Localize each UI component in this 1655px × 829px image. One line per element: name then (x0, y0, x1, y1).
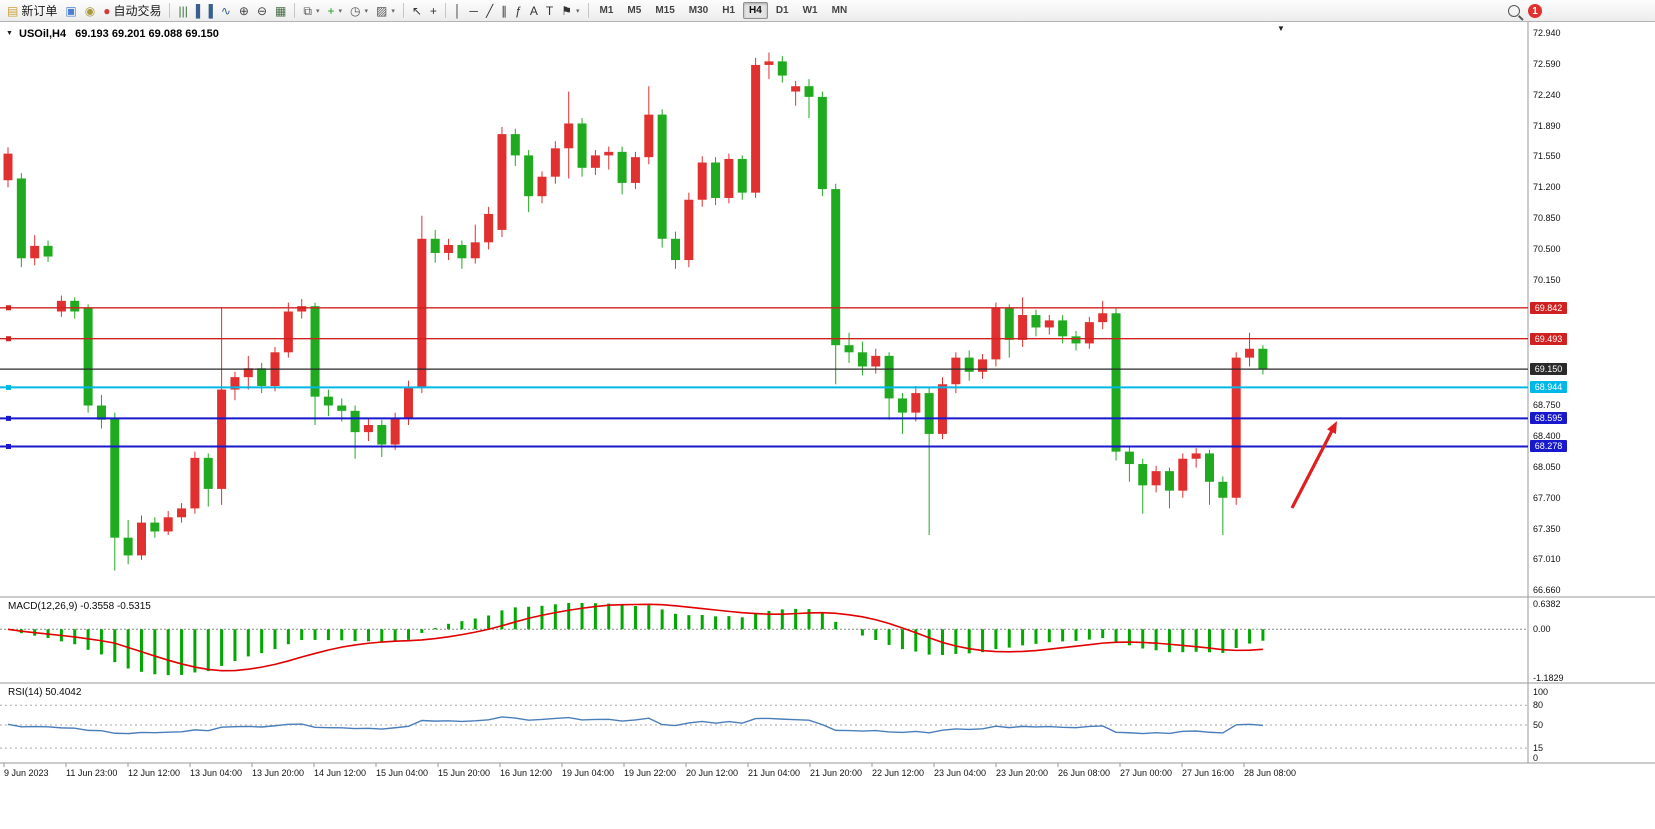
crosshair-tool-button[interactable]: + (426, 2, 441, 20)
trendline-tool-button[interactable]: ╱ (482, 2, 497, 20)
arrows-tool-button[interactable]: ⚑ ▾ (557, 2, 583, 20)
new-order-button-label: 新订单 (21, 4, 58, 18)
panel-frame (0, 22, 1655, 764)
toolbar-separator (294, 3, 296, 18)
autotrade-button[interactable]: ● 自动交易 (99, 2, 165, 20)
horizontal-line-tool-button[interactable]: ─ (465, 2, 482, 20)
timeframe-m1-button[interactable]: M1 (599, 5, 614, 16)
channel-tool-button[interactable]: ∥ (497, 2, 511, 20)
line-chart-type-button[interactable]: ∿ (217, 2, 235, 20)
macd-indicator-label: MACD(12,26,9) -0.3558 -0.5315 (8, 601, 151, 612)
trend-arrow-annotation[interactable] (1290, 421, 1337, 509)
chart-end-marker-icon[interactable]: ▼ (1277, 24, 1285, 33)
fibonacci-tool-button[interactable]: ƒ (511, 2, 526, 20)
horizontal-line-icon: ─ (469, 3, 478, 18)
timeframe-m5-button[interactable]: M5 (627, 5, 642, 16)
chart-symbol-marker-icon: ▼ (6, 30, 13, 37)
tile-windows-button[interactable]: ⧉ ▾ (299, 2, 323, 20)
line-chart-icon: ∿ (220, 3, 231, 18)
vertical-line-tool-button[interactable]: │ (450, 2, 466, 20)
candlestick-chart-type-button[interactable]: ▌▐ (192, 2, 217, 20)
toolbar: ▤ 新订单 ▣ ◉ ● 自动交易 ||| ▌▐ ∿ ⊕ ⊖ ▦ ⧉ ▾ + ▾ ◷ ▾ ▨ ▾ ↖ + │ ─ ╱ ∥ ƒ A T ⚑ ▾ M… (0, 0, 1655, 22)
macd-panel (0, 603, 1528, 676)
candles-layer (3, 52, 1268, 571)
chevron-down-icon: ▾ (391, 7, 395, 15)
price-lines-layer[interactable] (0, 305, 1528, 449)
timeframe-mn-button[interactable]: MN (831, 5, 848, 16)
trendline-icon: ╱ (485, 3, 494, 18)
community-icon: ◉ (84, 3, 96, 18)
label-tool-button[interactable]: T (542, 2, 557, 20)
grid-icon: ▦ (275, 3, 287, 18)
toolbar-separator (444, 3, 446, 18)
cursor-arrow-icon: ↖ (411, 3, 422, 18)
channel-icon: ∥ (501, 3, 508, 18)
toolbar-separator (169, 3, 171, 18)
bar-chart-type-button[interactable]: ||| (174, 2, 191, 20)
tile-windows-icon: ⧉ (303, 3, 312, 18)
timeframe-h1-button[interactable]: H1 (722, 5, 736, 16)
symbol-timeframe-label: USOil,H4 (19, 28, 67, 40)
toolbar-separator (587, 3, 589, 18)
chevron-down-icon: ▾ (315, 7, 320, 15)
market-watch-button[interactable]: ▣ (61, 2, 80, 20)
rsi-indicator-label: RSI(14) 50.4042 (8, 687, 82, 698)
timeframe-m30-button[interactable]: M30 (688, 5, 709, 16)
zoom-out-icon: ⊖ (256, 3, 268, 18)
flag-icon: ⚑ (561, 3, 572, 18)
text-icon: A (529, 3, 538, 18)
chevron-down-icon: ▾ (338, 7, 342, 15)
period-button[interactable]: ◷ ▾ (346, 2, 372, 20)
plus-icon: + (327, 3, 335, 18)
ohlc-values: 69.193 69.201 69.088 69.150 (75, 28, 219, 40)
toolbar-separator (402, 3, 404, 18)
timeframe-w1-button[interactable]: W1 (802, 5, 818, 16)
autotrade-button-label: 自动交易 (113, 4, 162, 18)
autotrade-icon: ● (103, 3, 111, 18)
candlestick-icon: ▌▐ (195, 3, 213, 18)
clock-icon: ◷ (349, 3, 361, 18)
text-tool-button[interactable]: A (526, 2, 542, 20)
rsi-panel (0, 704, 1528, 749)
time-axis (3, 763, 1245, 767)
community-button[interactable]: ◉ (81, 2, 99, 20)
label-icon: T (545, 3, 554, 18)
search-icon[interactable] (1508, 5, 1520, 17)
cursor-tool-button[interactable]: ↖ (408, 2, 426, 20)
support-line-blue-2-handle[interactable] (6, 443, 11, 449)
template-button[interactable]: ▨ ▾ (372, 2, 399, 20)
vertical-line-icon: │ (453, 3, 462, 18)
timeframe-h4-button[interactable]: H4 (743, 2, 768, 19)
zoom-in-icon: ⊕ (238, 3, 249, 18)
notification-badge[interactable]: 1 (1528, 4, 1542, 18)
add-indicator-button[interactable]: + ▾ (323, 2, 346, 20)
resistance-line-2-handle[interactable] (6, 336, 11, 342)
grid-button[interactable]: ▦ (271, 2, 290, 20)
market-watch-icon: ▣ (65, 3, 77, 18)
support-line-cyan-handle[interactable] (6, 384, 11, 390)
new-order-icon: ▤ (7, 3, 19, 18)
chevron-down-icon: ▾ (364, 7, 368, 15)
toolbar-buttons: ▤ 新订单 ▣ ◉ ● 自动交易 ||| ▌▐ ∿ ⊕ ⊖ ▦ ⧉ ▾ + ▾ ◷ ▾ ▨ ▾ ↖ + │ ─ ╱ ∥ ƒ A T ⚑ ▾ M… (3, 0, 854, 22)
resistance-line-1-handle[interactable] (6, 305, 11, 311)
new-order-button[interactable]: ▤ 新订单 (3, 2, 61, 20)
chart-title: ▼ USOil,H4 69.193 69.201 69.088 69.150 (6, 28, 219, 40)
zoom-in-button[interactable]: ⊕ (235, 2, 253, 20)
crosshair-icon: + (429, 3, 437, 18)
timeframe-d1-button[interactable]: D1 (775, 5, 789, 16)
template-icon: ▨ (375, 3, 388, 18)
chevron-down-icon: ▾ (575, 7, 580, 15)
bar-chart-icon: ||| (178, 3, 188, 18)
toolbar-right: 1 (1508, 0, 1542, 22)
support-line-blue-1-handle[interactable] (6, 415, 11, 421)
fibonacci-icon: ƒ (515, 3, 522, 18)
timeframe-m15-button[interactable]: M15 (655, 5, 675, 16)
zoom-out-button[interactable]: ⊖ (253, 2, 271, 20)
